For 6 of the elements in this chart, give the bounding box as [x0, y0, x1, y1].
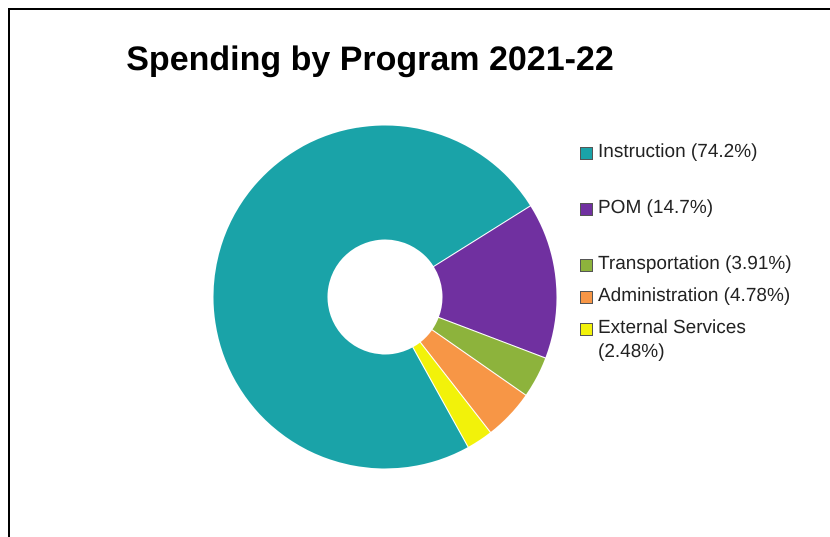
legend-label: External Services (2.48%)	[598, 316, 747, 364]
legend-label: Transportation (3.91%)	[598, 252, 793, 276]
legend-label: Administration (4.78%)	[598, 284, 792, 308]
legend-label: Instruction (74.2%)	[598, 140, 758, 164]
legend-label: POM (14.7%)	[598, 196, 714, 220]
chart-title: Spending by Program 2021-22	[125, 40, 615, 79]
